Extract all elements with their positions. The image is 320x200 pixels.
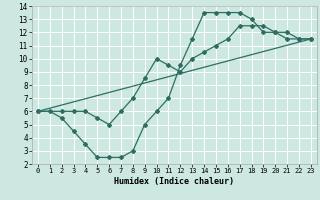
X-axis label: Humidex (Indice chaleur): Humidex (Indice chaleur): [115, 177, 234, 186]
